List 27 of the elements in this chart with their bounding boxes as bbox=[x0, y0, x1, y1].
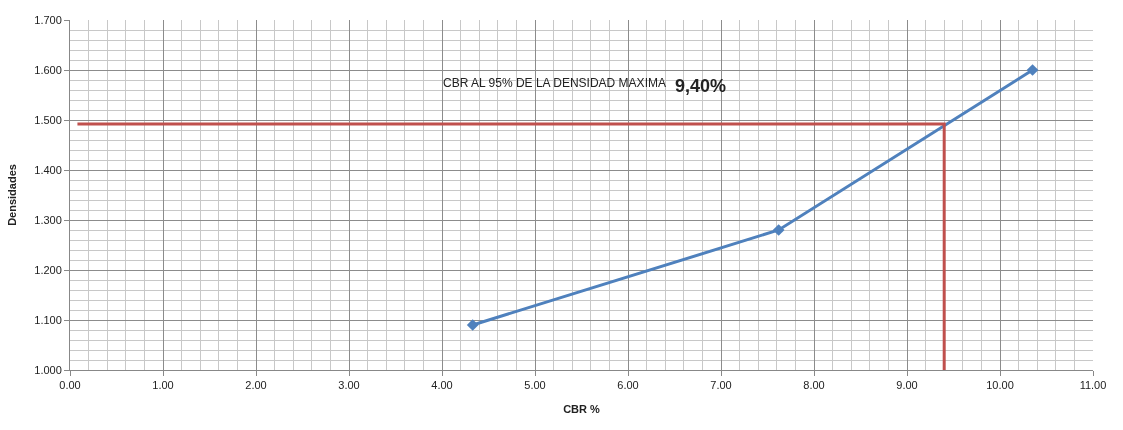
x-tick-label: 11.00 bbox=[1079, 379, 1107, 392]
x-tick-label: 2.00 bbox=[245, 379, 267, 392]
y-tick-label: 1.600 bbox=[34, 63, 62, 76]
x-tick-label: 10.00 bbox=[986, 379, 1014, 392]
x-tick-label: 1.00 bbox=[152, 379, 174, 392]
x-tick-label: 4.00 bbox=[431, 379, 453, 392]
point bbox=[466, 319, 479, 331]
x-tick-label: 0.00 bbox=[59, 379, 81, 392]
annotation: 9,40% bbox=[675, 76, 727, 96]
annotation: CBR AL 95% DE LA DENSIDAD MAXIMA bbox=[443, 76, 666, 90]
x-tick-label: 7.00 bbox=[710, 379, 732, 392]
y-tick-label: 1.200 bbox=[34, 263, 62, 276]
x-tick-label: 6.00 bbox=[617, 379, 639, 392]
x-axis-title: CBR % bbox=[563, 403, 601, 416]
y-tick-label: 1.300 bbox=[34, 213, 62, 226]
point bbox=[1026, 64, 1039, 76]
x-tick-label: 8.00 bbox=[803, 379, 825, 392]
y-tick-label: 1.000 bbox=[34, 363, 62, 376]
y-tick-label: 1.400 bbox=[34, 163, 62, 176]
x-tick-label: 9.00 bbox=[896, 379, 918, 392]
y-tick-label: 1.100 bbox=[34, 313, 62, 326]
y-tick-label: 1.700 bbox=[34, 13, 62, 26]
point bbox=[772, 224, 785, 236]
x-tick-label: 5.00 bbox=[524, 379, 546, 392]
y-axis-title: Densidades bbox=[5, 164, 18, 226]
y-tick-label: 1.500 bbox=[34, 113, 62, 126]
x-tick-label: 3.00 bbox=[338, 379, 360, 392]
